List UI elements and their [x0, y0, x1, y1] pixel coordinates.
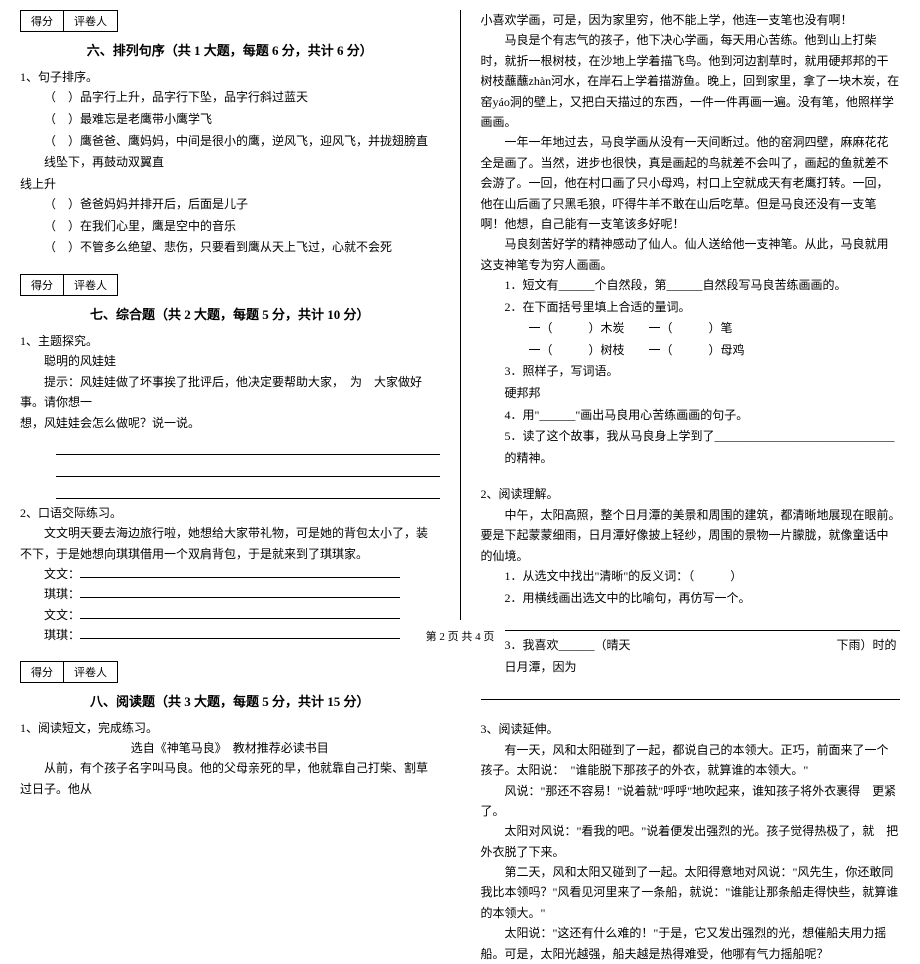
section-7-title: 七、综合题（共 2 大题，每题 5 分，共计 10 分） [20, 304, 440, 323]
reviewer-label: 评卷人 [64, 662, 117, 682]
r-q3a: 硬邦邦 [505, 383, 901, 405]
r3-p5: 太阳说："这还有什么难的！"于是，它又发出强烈的光，想催船夫用力摇 船。可是，太… [481, 923, 901, 964]
r-q2a: 一（ ）木炭 一（ ）笔 [529, 318, 901, 340]
r-p3: 一年一年地过去，马良学画从没有一天间断过。他的窑洞四壁，麻麻花花全是画了。当然，… [481, 132, 901, 234]
wenwen-1: 文文： [20, 564, 440, 584]
score-box-6: 得分 评卷人 [20, 10, 118, 32]
q7-1a: 聪明的风娃娃 [20, 351, 440, 371]
q6-line-2: （ ）鹰爸爸、鹰妈妈，中间是很小的鹰，逆风飞，迎风飞，并拢翅膀直线坠下，再鼓动双… [44, 131, 440, 174]
r-p1: 小喜欢学画，可是，因为家里穷，他不能上学，他连一支笔也没有啊！ [481, 10, 901, 30]
section-6-title: 六、排列句序（共 1 大题，每题 6 分，共计 6 分） [20, 40, 440, 59]
q7-1b: 提示：风娃娃做了坏事挨了批评后，他决定要帮助大家， 为 大家做好事。请你想一 [20, 372, 440, 413]
blank-line [56, 459, 440, 477]
r2-h: 2、阅读理解。 [481, 484, 901, 504]
q7-1c: 想，风娃娃会怎么做呢？说一说。 [20, 413, 440, 433]
q6-line-4: （ ）在我们心里，鹰是空中的音乐 [44, 216, 440, 238]
r-p4: 马良刻苦好学的精神感动了仙人。仙人送给他一支神笔。从此，马良就用这支神笔专为穷人… [481, 234, 901, 275]
r2-p1: 中午，太阳高照，整个日月潭的美景和周围的建筑，都清晰地展现在眼前。 要是下起蒙蒙… [481, 505, 901, 566]
q8-1: 1、阅读短文，完成练习。 [20, 718, 440, 738]
r3-p4: 第二天，风和太阳又碰到了一起。太阳得意地对风说："风先生，你还敢同我比本领吗？"… [481, 862, 901, 923]
r-q3: 3．照样子，写词语。 [505, 361, 901, 383]
q7-2a: 文文明天要去海边旅行啦，她想给大家带礼物，可是她的背包太小了，装不下，于是她想向… [20, 523, 440, 564]
q7-1: 1、主题探究。 [20, 331, 440, 351]
score-box-8: 得分 评卷人 [20, 661, 118, 683]
reviewer-label: 评卷人 [64, 275, 117, 295]
column-divider [460, 10, 461, 620]
r-q4: 4．用"______"画出马良用心苦练画画的句子。 [505, 405, 901, 427]
r-q2b: 一（ ）树枝 一（ ）母鸡 [529, 340, 901, 362]
right-column: 小喜欢学画，可是，因为家里穷，他不能上学，他连一支笔也没有啊！ 马良是个有志气的… [481, 10, 901, 620]
r3-p2: 风说："那还不容易！"说着就"呼呼"地吹起来，谁知孩子将外衣裹得 更紧了。 [481, 781, 901, 822]
r-p2: 马良是个有志气的孩子，他下决心学画，每天用心苦练。他到山上打柴时，就折一根树枝，… [481, 30, 901, 132]
q6-line-0: （ ）品字行上升，品字行下坠，品字行斜过蓝天 [44, 87, 440, 109]
left-column: 得分 评卷人 六、排列句序（共 1 大题，每题 6 分，共计 6 分） 1、句子… [20, 10, 440, 620]
r-q2: 2．在下面括号里填上合适的量词。 [505, 297, 901, 319]
q6-line-2b: 线上升 [20, 174, 440, 194]
score-box-7: 得分 评卷人 [20, 274, 118, 296]
r-q5: 5．读了这个故事，我从马良身上学到了______________________… [505, 426, 901, 469]
blank-line [56, 437, 440, 455]
wenwen-2: 文文： [20, 605, 440, 625]
r2-q1: 1．从选文中找出"清晰"的反义词：（ ） [505, 566, 901, 588]
q6-1: 1、句子排序。 [20, 67, 440, 87]
q8-src: 选自《神笔马良》 教材推荐必读书目 [20, 738, 440, 758]
r-q1: 1．短文有______个自然段，第______自然段写马良苦练画画的。 [505, 275, 901, 297]
section-8-title: 八、阅读题（共 3 大题，每题 5 分，共计 15 分） [20, 691, 440, 710]
q7-2: 2、口语交际练习。 [20, 503, 440, 523]
r3-h: 3、阅读延伸。 [481, 719, 901, 739]
qiqi-1: 琪琪： [20, 584, 440, 604]
page-footer: 第 2 页 共 4 页 [0, 628, 920, 644]
blank-line [56, 481, 440, 499]
score-label: 得分 [21, 11, 64, 31]
q8-p1: 从前，有个孩子名字叫马良。他的父母亲死的早，他就靠自己打柴、割草过日子。他从 [20, 758, 440, 799]
score-label: 得分 [21, 275, 64, 295]
reviewer-label: 评卷人 [64, 11, 117, 31]
q6-line-3: （ ）爸爸妈妈并排开后，后面是儿子 [44, 194, 440, 216]
score-label: 得分 [21, 662, 64, 682]
r3-p1: 有一天，风和太阳碰到了一起，都说自己的本领大。正巧，前面来了一个 孩子。太阳说：… [481, 740, 901, 781]
page-container: 得分 评卷人 六、排列句序（共 1 大题，每题 6 分，共计 6 分） 1、句子… [20, 10, 900, 620]
blank-line [481, 682, 901, 700]
r3-p3: 太阳对风说："看我的吧。"说着便发出强烈的光。孩子觉得热极了，就 把外衣脱了下来… [481, 821, 901, 862]
q6-line-5: （ ）不管多么绝望、悲伤，只要看到鹰从天上飞过，心就不会死 [44, 237, 440, 259]
r2-q2: 2．用横线画出选文中的比喻句，再仿写一个。 [505, 588, 901, 610]
q6-line-1: （ ）最难忘是老鹰带小鹰学飞 [44, 109, 440, 131]
